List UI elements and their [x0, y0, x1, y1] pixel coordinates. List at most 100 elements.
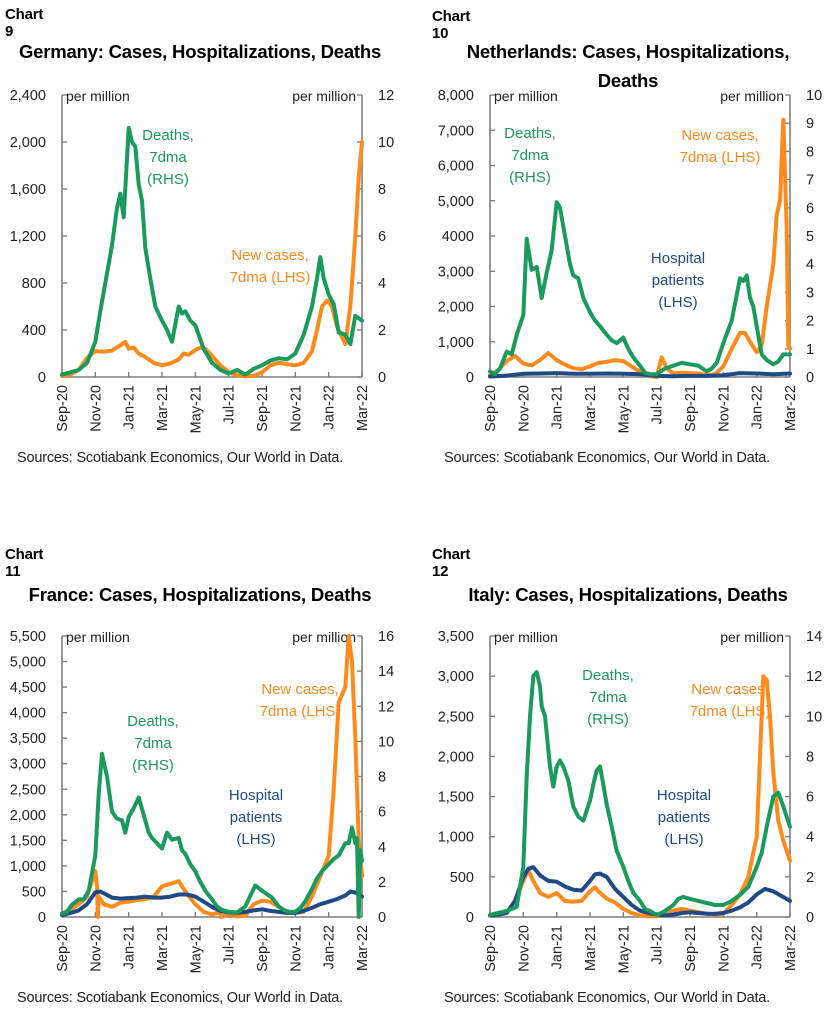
annotation-hospital: (LHS) [664, 831, 703, 848]
x-tick-label: Sep-20 [483, 385, 499, 432]
left-tick-label: 3,000 [10, 757, 46, 773]
left-unit-label: per million [66, 88, 130, 104]
x-tick-label: Nov-21 [716, 925, 732, 972]
chart9-title: Germany: Cases, Hospitalizations, Deaths [18, 41, 382, 62]
x-tick-label: Sep-20 [55, 385, 71, 432]
chart12-title: Italy: Cases, Hospitalizations, Deaths [468, 584, 788, 605]
annotation-cases: New cases, [681, 127, 759, 144]
annotation-deaths: 7dma [149, 149, 187, 166]
x-tick-label: Nov-20 [516, 385, 532, 432]
x-tick-label: Nov-20 [516, 925, 532, 972]
x-tick-label: Mar-21 [155, 925, 171, 971]
right-tick-label: 9 [806, 116, 814, 132]
right-tick-label: 8 [378, 770, 386, 786]
right-tick-label: 8 [806, 749, 814, 765]
x-tick-label: Mar-21 [155, 385, 171, 431]
left-tick-label: 6,000 [438, 159, 474, 175]
series-hospital-line [488, 865, 792, 918]
left-tick-label: 1,500 [10, 833, 46, 849]
x-tick-label: Jan-21 [122, 385, 138, 429]
x-tick-label: Jan-22 [322, 385, 338, 429]
series-deaths-line [488, 200, 792, 377]
left-tick-label: 1,200 [10, 229, 46, 245]
left-tick-label: 2,000 [10, 135, 46, 151]
x-tick-label: Jan-21 [550, 925, 566, 969]
left-unit-label: per million [66, 629, 130, 645]
annotation-deaths: (RHS) [147, 171, 189, 188]
x-tick-label: Nov-20 [88, 925, 104, 972]
x-tick-label: Sep-21 [255, 385, 271, 432]
right-tick-label: 14 [806, 629, 822, 645]
x-tick-label: Mar-22 [783, 925, 799, 971]
x-tick-label: Jan-22 [322, 925, 338, 969]
right-tick-label: 16 [378, 629, 394, 645]
left-tick-label: 7,000 [438, 123, 474, 139]
right-tick-label: 0 [806, 910, 814, 926]
right-tick-label: 0 [806, 370, 814, 386]
left-tick-label: 500 [22, 884, 46, 900]
annotation-cases: New cases, [231, 247, 309, 264]
left-tick-label: 1,500 [438, 790, 474, 806]
left-tick-label: 1,000 [438, 335, 474, 351]
chart9-sources: Sources: Scotiabank Economics, Our World… [17, 450, 343, 466]
annotation-deaths: Deaths, [582, 667, 634, 684]
right-tick-label: 6 [806, 201, 814, 217]
right-tick-label: 10 [806, 709, 822, 725]
x-tick-label: Jan-21 [122, 925, 138, 969]
left-tick-label: 3,000 [438, 669, 474, 685]
right-tick-label: 12 [378, 699, 394, 715]
x-tick-label: Mar-22 [355, 925, 371, 971]
left-tick-label: 1,000 [10, 859, 46, 875]
chart10-title-line1: Netherlands: Cases, Hospitalizations, [466, 41, 790, 62]
chart11-sources: Sources: Scotiabank Economics, Our World… [17, 990, 343, 1006]
x-tick-label: Mar-22 [355, 385, 371, 431]
right-tick-label: 1 [806, 342, 814, 358]
annotation-cases: New cases, [691, 681, 769, 698]
annotation-deaths: (RHS) [132, 757, 174, 774]
annotation-deaths: 7dma [134, 735, 172, 752]
right-unit-label: per million [292, 88, 356, 104]
left-unit-label: per million [494, 88, 558, 104]
left-tick-label: 2,000 [438, 300, 474, 316]
left-tick-label: 1,600 [10, 182, 46, 198]
right-tick-label: 0 [378, 910, 386, 926]
left-tick-label: 800 [22, 276, 46, 292]
right-tick-label: 10 [378, 135, 394, 151]
series-cases-line [488, 674, 792, 919]
chart9-plot: 0 400 800 1,200 1,600 2,000 2,400 0 2 4 6 8 10 12 per … [10, 88, 394, 433]
annotation-hospital: Hospital [229, 787, 283, 804]
left-tick-label: 0 [466, 910, 474, 926]
series-hospital-line [60, 889, 364, 917]
left-tick-label: 3,500 [10, 731, 46, 747]
left-tick-label: 0 [466, 370, 474, 386]
annotation-hospital: Hospital [657, 787, 711, 804]
x-tick-label: Sep-20 [483, 925, 499, 972]
left-tick-label: 2,000 [10, 808, 46, 824]
x-tick-label: Mar-22 [783, 385, 799, 431]
x-tick-label: Sep-21 [255, 925, 271, 972]
annotation-hospital: patients [230, 809, 283, 826]
right-tick-label: 6 [378, 229, 386, 245]
left-tick-label: 8,000 [438, 88, 474, 104]
annotation-hospital: Hospital [651, 250, 705, 267]
x-tick-label: Mar-21 [583, 925, 599, 971]
annotation-hospital: patients [652, 272, 705, 289]
x-tick-label: Jan-21 [550, 385, 566, 429]
x-tick-label: Sep-21 [683, 925, 699, 972]
right-unit-label: per million [292, 629, 356, 645]
chart12-plot: 0 500 1,000 1,500 2,000 2,500 3,000 3,500 0 2 4 6 8 1… [438, 629, 822, 973]
right-tick-label: 4 [806, 830, 814, 846]
chart10-label: Chart 10 [432, 8, 471, 42]
chart10-title-line2: Deaths [597, 70, 659, 91]
left-tick-label: 0 [38, 370, 46, 386]
chart12-sources: Sources: Scotiabank Economics, Our World… [444, 990, 770, 1006]
left-tick-label: 2,400 [10, 88, 46, 104]
annotation-cases: 7dma (LHS) [680, 149, 761, 166]
x-tick-label: Nov-21 [288, 925, 304, 972]
annotation-deaths: Deaths, [504, 125, 556, 142]
annotation-cases: 7dma (LHS) [690, 703, 771, 720]
right-tick-label: 6 [806, 790, 814, 806]
x-tick-label: Nov-21 [288, 385, 304, 432]
series-deaths-line [488, 670, 792, 917]
